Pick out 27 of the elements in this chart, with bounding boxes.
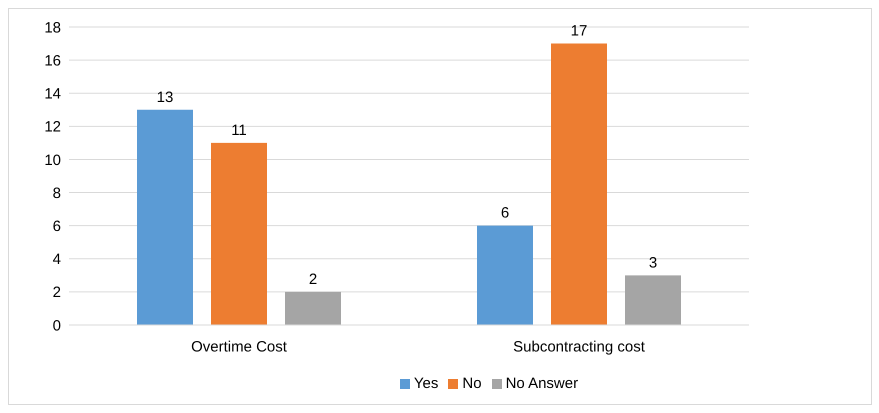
bar bbox=[625, 275, 681, 325]
data-label: 13 bbox=[156, 88, 174, 106]
data-label: 3 bbox=[648, 254, 658, 272]
data-label: 6 bbox=[500, 204, 510, 222]
y-tick-label: 16 bbox=[44, 52, 61, 70]
legend-label: No Answer bbox=[506, 375, 578, 392]
bar bbox=[477, 226, 533, 325]
legend-label: No bbox=[462, 375, 482, 392]
y-tick-label: 8 bbox=[52, 184, 61, 202]
y-tick-label: 14 bbox=[44, 86, 61, 103]
data-label: 11 bbox=[231, 122, 247, 139]
y-tick-label: 6 bbox=[52, 218, 61, 235]
bar bbox=[137, 110, 193, 325]
y-tick-label: 18 bbox=[44, 19, 61, 36]
x-tick-label: Overtime Cost bbox=[191, 338, 288, 356]
bar bbox=[285, 292, 341, 325]
data-label: 17 bbox=[570, 22, 588, 40]
y-tick-label: 4 bbox=[52, 251, 61, 268]
x-tick-label: Subcontracting cost bbox=[513, 338, 646, 356]
data-label: 2 bbox=[308, 270, 318, 288]
bar bbox=[551, 44, 607, 325]
y-tick-label: 10 bbox=[44, 152, 61, 169]
y-tick-label: 2 bbox=[52, 284, 61, 302]
bar bbox=[211, 142, 267, 325]
y-tick-label: 0 bbox=[52, 317, 61, 334]
y-tick-label: 12 bbox=[44, 118, 61, 136]
legend-label: Yes bbox=[414, 375, 438, 392]
